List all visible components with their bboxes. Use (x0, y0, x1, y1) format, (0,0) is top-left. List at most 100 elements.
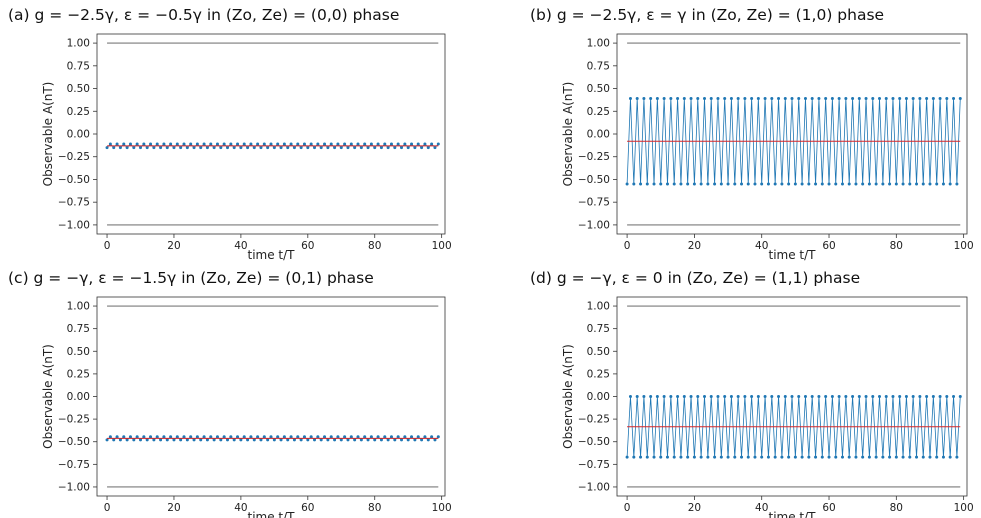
data-point (142, 142, 146, 146)
data-point (185, 146, 189, 150)
data-point (185, 438, 189, 442)
x-tick-label: 20 (167, 502, 180, 514)
data-point (333, 146, 337, 150)
chart-b: 1.00 0.75 0.50 0.25 0.00 −0.25 −0.50 −0.75 −1.00… (561, 33, 974, 262)
y-tick-label: 0.50 (587, 83, 610, 95)
x-tick-label: 80 (368, 502, 381, 514)
data-point (763, 395, 767, 398)
data-point (212, 438, 216, 442)
data-point (682, 395, 686, 398)
data-point (192, 146, 196, 150)
data-point (175, 142, 179, 146)
data-point (236, 142, 240, 146)
x-axis-label: time t/T (768, 510, 816, 518)
y-tick-label: −0.75 (58, 459, 90, 471)
data-point (699, 455, 703, 459)
data-point (945, 395, 949, 398)
data-point (955, 182, 959, 186)
data-point (302, 142, 306, 146)
data-point (339, 438, 343, 442)
data-point (709, 395, 713, 398)
data-point (672, 182, 676, 186)
data-point (159, 438, 163, 442)
data-point (958, 395, 962, 398)
y-tick-label: −1.00 (578, 219, 610, 231)
data-point (844, 97, 848, 101)
data-point (861, 455, 865, 459)
data-point (625, 182, 629, 186)
data-point (343, 435, 347, 439)
x-tick-label: 80 (890, 502, 903, 514)
data-point (249, 142, 253, 146)
data-point (894, 182, 898, 186)
data-point (202, 142, 206, 146)
data-point (915, 455, 919, 459)
data-point (152, 146, 156, 150)
data-point (329, 435, 333, 439)
data-point (430, 435, 434, 439)
data-point (112, 146, 116, 150)
data-point (326, 438, 330, 442)
data-point (807, 182, 811, 186)
data-point (323, 142, 327, 146)
data-point (763, 97, 767, 101)
data-point (857, 97, 861, 101)
data-point (145, 146, 149, 150)
data-point (423, 435, 427, 439)
data-point (159, 146, 163, 150)
data-point (269, 142, 273, 146)
data-point (393, 146, 397, 150)
data-point (329, 142, 333, 146)
data-point (279, 438, 283, 442)
data-point (867, 455, 871, 459)
chart-title: (a) g = −2.5γ, ε = −0.5γ in (Zo, Ze) = (… (8, 6, 400, 24)
data-point (925, 97, 929, 101)
data-point (179, 438, 183, 442)
data-point (696, 395, 700, 398)
data-point (777, 97, 781, 101)
data-point (249, 435, 253, 439)
data-point (276, 435, 280, 439)
data-point (935, 182, 939, 186)
data-point (884, 395, 888, 398)
y-axis-label: Observable A(nT) (41, 344, 55, 449)
panel-d: (d) g = −γ, ε = 0 in (Zo, Ze) = (1,1) ph… (490, 263, 981, 518)
data-point (854, 182, 858, 186)
data-point (878, 97, 881, 101)
data-point (215, 435, 219, 439)
data-point (931, 395, 935, 398)
data-point (783, 97, 787, 101)
data-point (135, 142, 139, 146)
data-point (918, 97, 922, 101)
y-tick-label: 0.25 (587, 368, 610, 380)
data-point (379, 146, 383, 150)
data-point (118, 438, 122, 442)
data-point (420, 438, 424, 442)
data-point (128, 435, 132, 439)
data-point (376, 435, 380, 439)
data-point (952, 97, 956, 101)
data-point (851, 395, 855, 398)
data-point (162, 435, 166, 439)
data-point (733, 182, 737, 186)
data-point (817, 97, 821, 101)
data-point (871, 97, 875, 101)
data-point (750, 97, 754, 101)
data-point (770, 97, 774, 101)
data-point (416, 435, 420, 439)
data-point (837, 395, 841, 398)
data-point (824, 395, 828, 398)
panel-b: (b) g = −2.5γ, ε = γ in (Zo, Ze) = (1,0)… (490, 0, 981, 262)
data-point (773, 455, 777, 459)
data-point (935, 455, 939, 459)
data-point (105, 146, 109, 150)
panel-a: (a) g = −2.5γ, ε = −0.5γ in (Zo, Ze) = (… (0, 0, 490, 262)
data-point (262, 435, 266, 439)
data-point (881, 455, 885, 459)
data-point (743, 395, 747, 398)
data-point (793, 182, 797, 186)
data-point (716, 395, 720, 398)
data-point (259, 438, 263, 442)
data-point (286, 146, 290, 150)
data-point (128, 142, 132, 146)
